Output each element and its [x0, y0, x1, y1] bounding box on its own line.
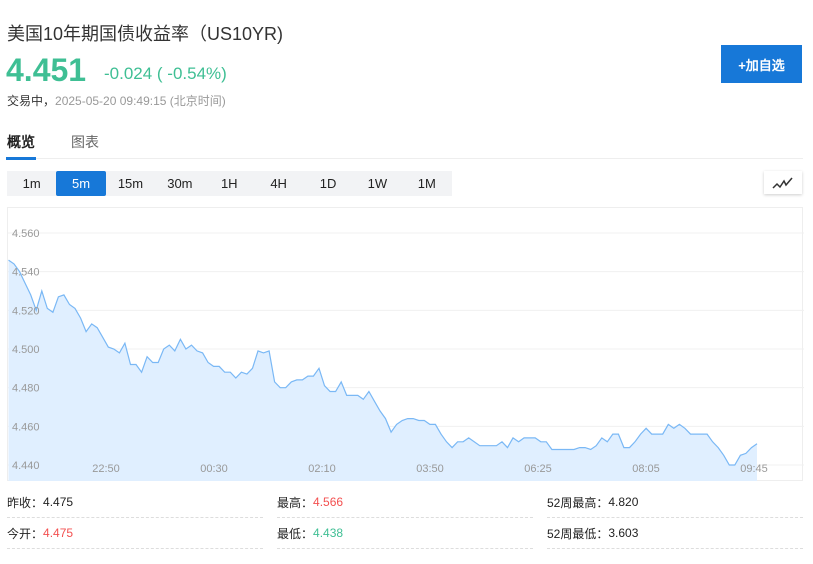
stat-label: 最高：	[277, 495, 314, 510]
stat-item: 最高： 4.566	[277, 487, 533, 518]
chart-svg: 4.560 4.540 4.520 4.500 4.480 4.460 4.440 22:50…	[8, 228, 804, 481]
x-tick-label: 08:05	[632, 463, 660, 475]
trading-status: 交易中，2025-05-20 09:49:15 (北京时间)	[7, 92, 226, 109]
current-price: 4.451	[6, 52, 87, 88]
price-change: -0.024 ( -0.54%)	[104, 64, 227, 83]
y-tick-label: 4.560	[12, 228, 40, 240]
tab-bar: 概览 图表	[6, 128, 803, 160]
stat-value: 4.566	[313, 495, 344, 509]
stat-item: 最低： 4.438	[277, 518, 533, 549]
instrument-title: 美国10年期国债收益率（US10YR)	[7, 24, 284, 44]
add-to-watchlist-button[interactable]: +加自选	[721, 45, 802, 83]
period-30m[interactable]: 30m	[167, 176, 193, 191]
area-fill	[8, 260, 757, 481]
y-tick-label: 4.460	[12, 421, 40, 433]
period-5m[interactable]: 5m	[56, 171, 106, 196]
stat-label: 今开：	[7, 526, 44, 541]
stat-label: 52周最高：	[547, 495, 609, 510]
line-chart-icon	[772, 177, 793, 189]
y-tick-label: 4.540	[12, 267, 40, 279]
y-tick-label: 4.520	[12, 305, 40, 317]
stat-value: 3.603	[608, 526, 639, 540]
stat-value: 4.475	[43, 526, 74, 540]
period-4H[interactable]: 4H	[270, 176, 287, 191]
timezone: (北京时间)	[169, 94, 226, 108]
x-tick-label: 02:10	[308, 463, 336, 475]
y-tick-label: 4.500	[12, 344, 40, 356]
stat-label: 52周最低：	[547, 526, 609, 541]
y-tick-label: 4.480	[12, 383, 40, 395]
period-1W[interactable]: 1W	[367, 176, 388, 191]
period-selector: 1m 5m 15m 30m 1H 4H 1D 1W 1M	[7, 171, 452, 196]
stat-label: 昨收：	[7, 495, 44, 510]
x-tick-label: 09:45	[740, 463, 768, 475]
timestamp: 2025-05-20 09:49:15	[55, 94, 167, 108]
period-1H[interactable]: 1H	[220, 176, 238, 191]
stat-item: 昨收： 4.475	[7, 487, 263, 518]
stat-item: 52周最高： 4.820	[547, 487, 803, 518]
stat-value: 4.820	[608, 495, 639, 509]
stat-item: 52周最低： 3.603	[547, 518, 803, 549]
x-tick-label: 06:25	[524, 463, 552, 475]
x-tick-label: 00:30	[200, 463, 228, 475]
tab-overview[interactable]: 概览	[6, 134, 36, 160]
stat-item: 今开： 4.475	[7, 518, 263, 549]
period-1D[interactable]: 1D	[319, 176, 337, 191]
period-1M[interactable]: 1M	[417, 176, 436, 191]
stat-label: 最低：	[277, 526, 314, 541]
price-chart[interactable]: 4.560 4.540 4.520 4.500 4.480 4.460 4.440 22:50…	[7, 207, 804, 481]
period-1m[interactable]: 1m	[22, 176, 41, 191]
x-tick-label: 22:50	[92, 463, 120, 475]
y-tick-label: 4.440	[12, 460, 40, 472]
chart-type-button[interactable]	[764, 171, 802, 194]
stat-value: 4.475	[43, 495, 74, 509]
stat-value: 4.438	[313, 526, 344, 540]
status-label: 交易中，	[7, 94, 56, 108]
price-line	[8, 259, 758, 466]
x-tick-label: 03:50	[416, 463, 444, 475]
period-15m[interactable]: 15m	[117, 176, 144, 191]
tab-chart[interactable]: 图表	[71, 134, 99, 150]
